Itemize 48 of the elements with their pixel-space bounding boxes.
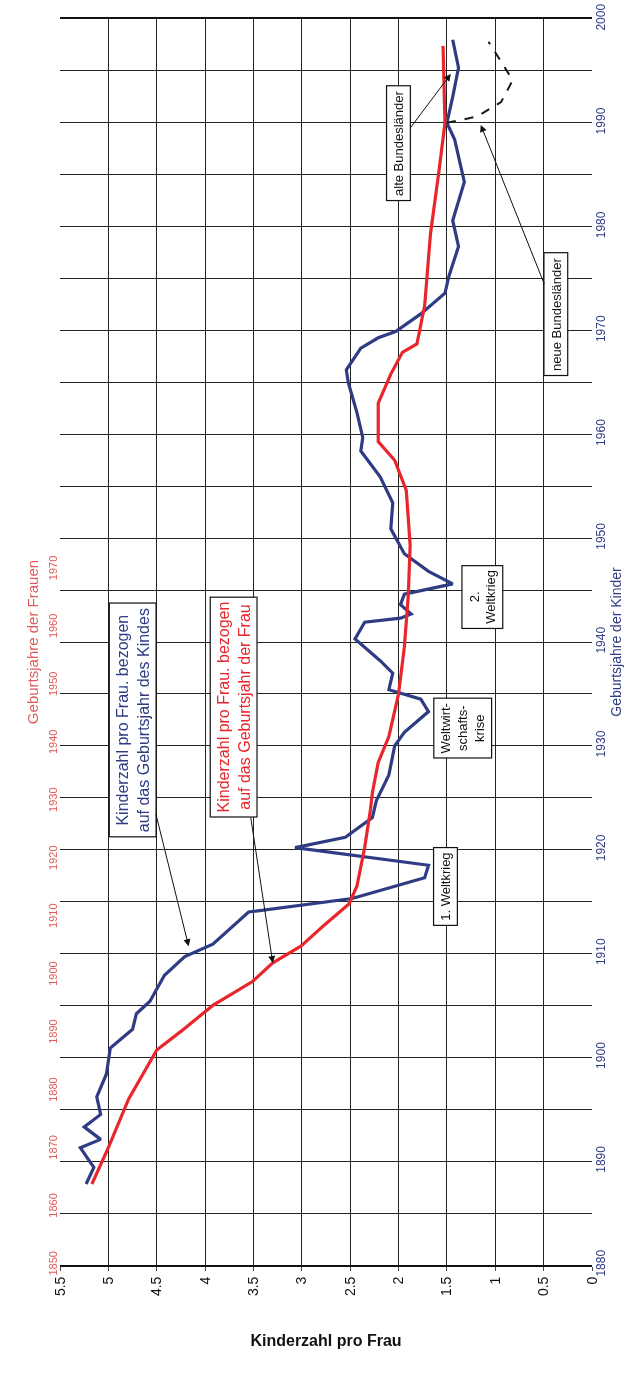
y2-tick-label: 2000 [594, 3, 608, 31]
y-tick-label: 1940 [46, 729, 59, 755]
annotation: alte Bundesländer [391, 90, 407, 196]
x-axis-title: Kinderzahl pro Frau [250, 1332, 402, 1350]
y2-tick-label: 1930 [594, 730, 608, 758]
y2-tick-label: 1980 [594, 211, 608, 239]
x-tick-label: 3.5 [245, 1276, 261, 1297]
y2-tick-label: 1880 [594, 1249, 608, 1277]
y-tick-label: 1920 [46, 845, 59, 870]
x-tick-label: 4.5 [148, 1276, 165, 1297]
y-tick-label: 1960 [46, 613, 59, 639]
y-tick-label: 1870 [46, 1135, 59, 1160]
x-tick-label: 2 [390, 1276, 407, 1285]
y2-tick-label: 1960 [594, 418, 608, 446]
y-tick-label: 1950 [46, 671, 59, 697]
y2-tick-label: 1890 [594, 1145, 608, 1173]
y2-tick-label: 1920 [594, 834, 608, 862]
y-tick-label: 1880 [46, 1077, 59, 1102]
y2-tick-label: 1910 [594, 938, 608, 966]
x-tick-label: 5 [99, 1276, 116, 1285]
annotation: neue Bundesländer [548, 257, 564, 371]
x-tick-label: 0 [583, 1276, 600, 1285]
x-tick-label: 1 [486, 1276, 503, 1285]
y-tick-label: 1850 [46, 1251, 59, 1276]
x-tick-label: 0.5 [535, 1276, 552, 1297]
annotation: Weltwirt- schafts- krise [438, 703, 488, 754]
annotation: 1. Weltkrieg [438, 852, 454, 921]
annotation: Kinderzahl pro Frau. bezogen auf das Geburtsjahr des Kindes [113, 608, 152, 833]
y-tick-label: 1900 [46, 961, 59, 986]
y2-tick-label: 1970 [594, 315, 608, 343]
y-tick-label: 1910 [46, 903, 59, 928]
y-tick-label: 1970 [46, 555, 59, 581]
y-tick-label: 1890 [46, 1019, 59, 1044]
x-tick-label: 4 [196, 1276, 213, 1285]
y-tick-label: 1930 [46, 787, 59, 812]
x-tick-label: 5.5 [51, 1276, 68, 1297]
annotation: 2. Weltkrieg [466, 569, 499, 624]
annotation: Kinderzahl pro Frau. bezogen auf das Geburtsjahr der Frau [214, 601, 253, 813]
x-tick-label: 1.5 [438, 1276, 455, 1297]
y2-tick-label: 1940 [594, 626, 608, 654]
y2-axis-title: Geburtsjahre der Kinder [608, 566, 624, 717]
y-tick-label: 1860 [46, 1193, 59, 1218]
x-tick-label: 2.5 [341, 1276, 358, 1297]
y2-tick-label: 1900 [594, 1041, 608, 1069]
y2-tick-label: 1950 [594, 522, 608, 550]
y-axis-title: Geburtsjahre der Frauen [24, 559, 42, 725]
y2-tick-label: 1990 [594, 107, 608, 135]
x-tick-label: 3 [293, 1276, 310, 1285]
